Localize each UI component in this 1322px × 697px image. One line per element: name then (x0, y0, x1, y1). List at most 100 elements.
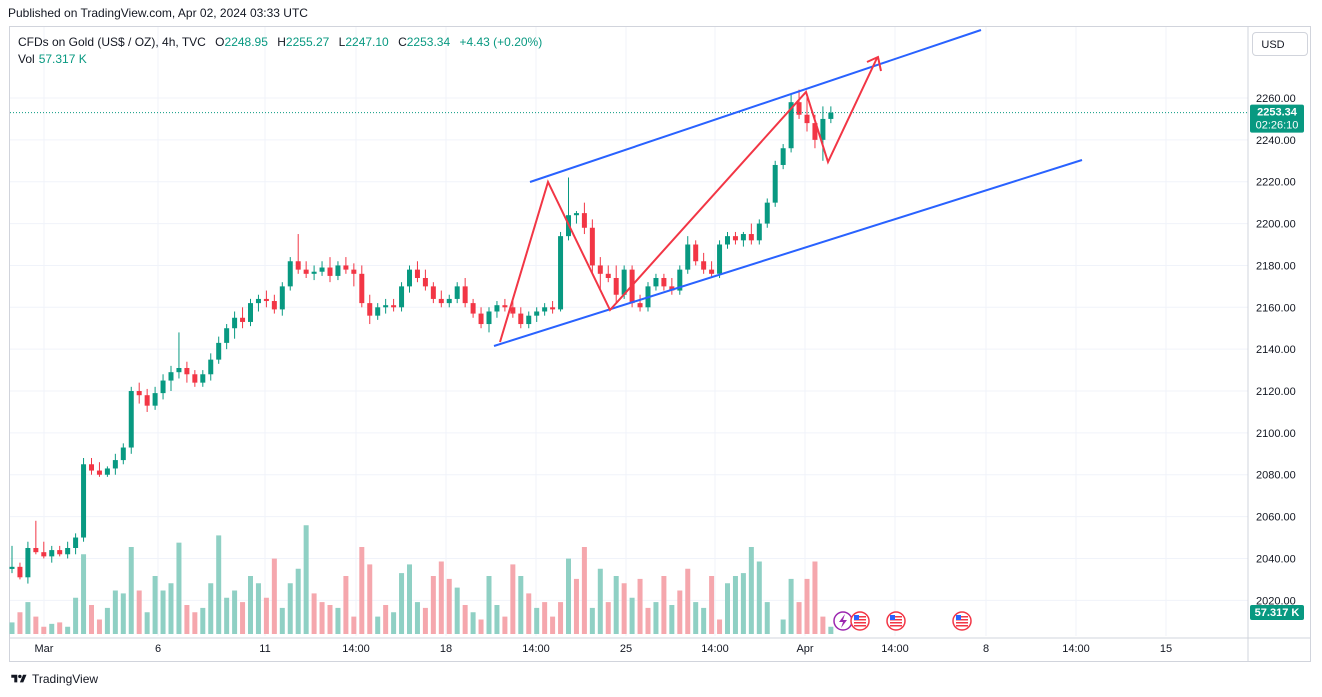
candle-body (112, 460, 118, 469)
candle-body (391, 305, 397, 308)
candle-body (25, 547, 31, 578)
open-value: 2248.95 (224, 35, 268, 49)
candle-body (597, 265, 603, 274)
time-tick-label: 14:00 (881, 643, 909, 655)
us-flag-icon-stripe (890, 616, 902, 618)
volume-bar (597, 568, 603, 634)
volume-bar (589, 607, 595, 634)
volume-bar (335, 607, 341, 634)
volume-bar (494, 605, 500, 634)
volume-bar (359, 547, 365, 634)
price-tick-label: 2260.00 (1256, 93, 1296, 105)
volume-bar (820, 616, 826, 634)
volume-bar (446, 578, 452, 634)
volume-bar (407, 564, 412, 634)
candle-body (510, 307, 516, 314)
price-tick-label: 2060.00 (1256, 512, 1296, 524)
volume-bar (748, 547, 754, 634)
candle-body (383, 305, 389, 308)
chart-frame (9, 26, 1311, 662)
volume-bar (621, 583, 627, 634)
volume-bar (526, 593, 532, 634)
candle-body (558, 236, 564, 310)
volume-bar (605, 602, 611, 634)
candle-body (160, 380, 166, 394)
volume-bar (756, 561, 762, 634)
volume-bar (271, 558, 277, 634)
volume-bar (248, 576, 253, 634)
candle-body (701, 261, 707, 270)
volume-bar (566, 558, 571, 634)
candle-body (796, 102, 802, 115)
us-flag-icon-stripe (956, 622, 968, 624)
volume-bar (232, 590, 238, 634)
candle-body (725, 236, 730, 245)
volume-bar (399, 573, 405, 634)
volume-bar (558, 602, 564, 634)
volume-bar (343, 576, 349, 634)
volume-bar (9, 622, 15, 634)
volume-bar (391, 612, 397, 634)
candle-body (740, 234, 746, 241)
volume-bar (430, 576, 436, 634)
candle-body (200, 374, 206, 383)
currency-button[interactable]: USD (1252, 32, 1308, 56)
us-flag-icon-stripe (890, 622, 902, 624)
candle-body (502, 305, 508, 308)
volume-bar (33, 616, 39, 634)
volume-bar (303, 525, 309, 634)
candle-body (756, 223, 762, 241)
zigzag-arrowhead (866, 55, 882, 72)
close-value: 2253.34 (406, 35, 451, 49)
candle-body (478, 313, 484, 325)
us-flag-icon-stripe (854, 622, 866, 624)
candle-body (152, 393, 158, 406)
chart-legend: CFDs on Gold (US$ / OZ), 4h, TVC O2248.9… (18, 35, 542, 49)
candle-body (104, 468, 110, 475)
volume-bar (454, 587, 460, 634)
volume-bar (184, 605, 190, 634)
price-tick-label: 2020.00 (1256, 595, 1296, 607)
candle-body (422, 277, 428, 287)
candle-body (764, 202, 770, 224)
candle-body (271, 301, 277, 310)
volume-bar (550, 616, 556, 634)
candle-body (446, 298, 452, 304)
channel-lower-line (493, 159, 1083, 347)
us-flag-icon-stripe (854, 616, 866, 618)
us-flag-icon-stripe (956, 619, 968, 621)
candle-body (573, 213, 579, 216)
candle-body (295, 261, 301, 270)
candle-body (375, 307, 381, 316)
tradingview-logo[interactable]: TradingView (10, 672, 98, 686)
candle-body (828, 112, 834, 119)
time-tick-label: 18 (440, 643, 452, 655)
volume-bar (637, 578, 643, 634)
price-tick-label: 2180.00 (1256, 260, 1296, 272)
volume-bar (192, 612, 198, 634)
candle-body (454, 286, 460, 299)
price-tick-label: 2140.00 (1256, 344, 1296, 356)
volume-bar (788, 578, 794, 634)
volume-bar (383, 605, 389, 634)
candle-body (33, 547, 39, 553)
volume-bar (470, 612, 476, 634)
volume-bar (534, 607, 540, 634)
countdown-text: 02:26:10 (1256, 120, 1299, 132)
volume-bar (804, 578, 810, 634)
price-tick-label: 2080.00 (1256, 470, 1296, 482)
time-tick-label: Mar (35, 643, 54, 655)
volume-bar (732, 576, 738, 634)
candle-body (168, 372, 174, 381)
volume-bar (709, 576, 715, 634)
symbol-label[interactable]: CFDs on Gold (US$ / OZ), 4h, TVC (18, 35, 206, 49)
candle-body (788, 102, 794, 149)
time-tick-label: 14:00 (342, 643, 370, 655)
volume-bar (613, 576, 619, 634)
volume-bar (295, 568, 301, 634)
vol-value: 57.317 K (38, 52, 87, 66)
volume-bar (311, 593, 317, 634)
candle-body (73, 537, 79, 548)
candle-body (17, 566, 23, 578)
